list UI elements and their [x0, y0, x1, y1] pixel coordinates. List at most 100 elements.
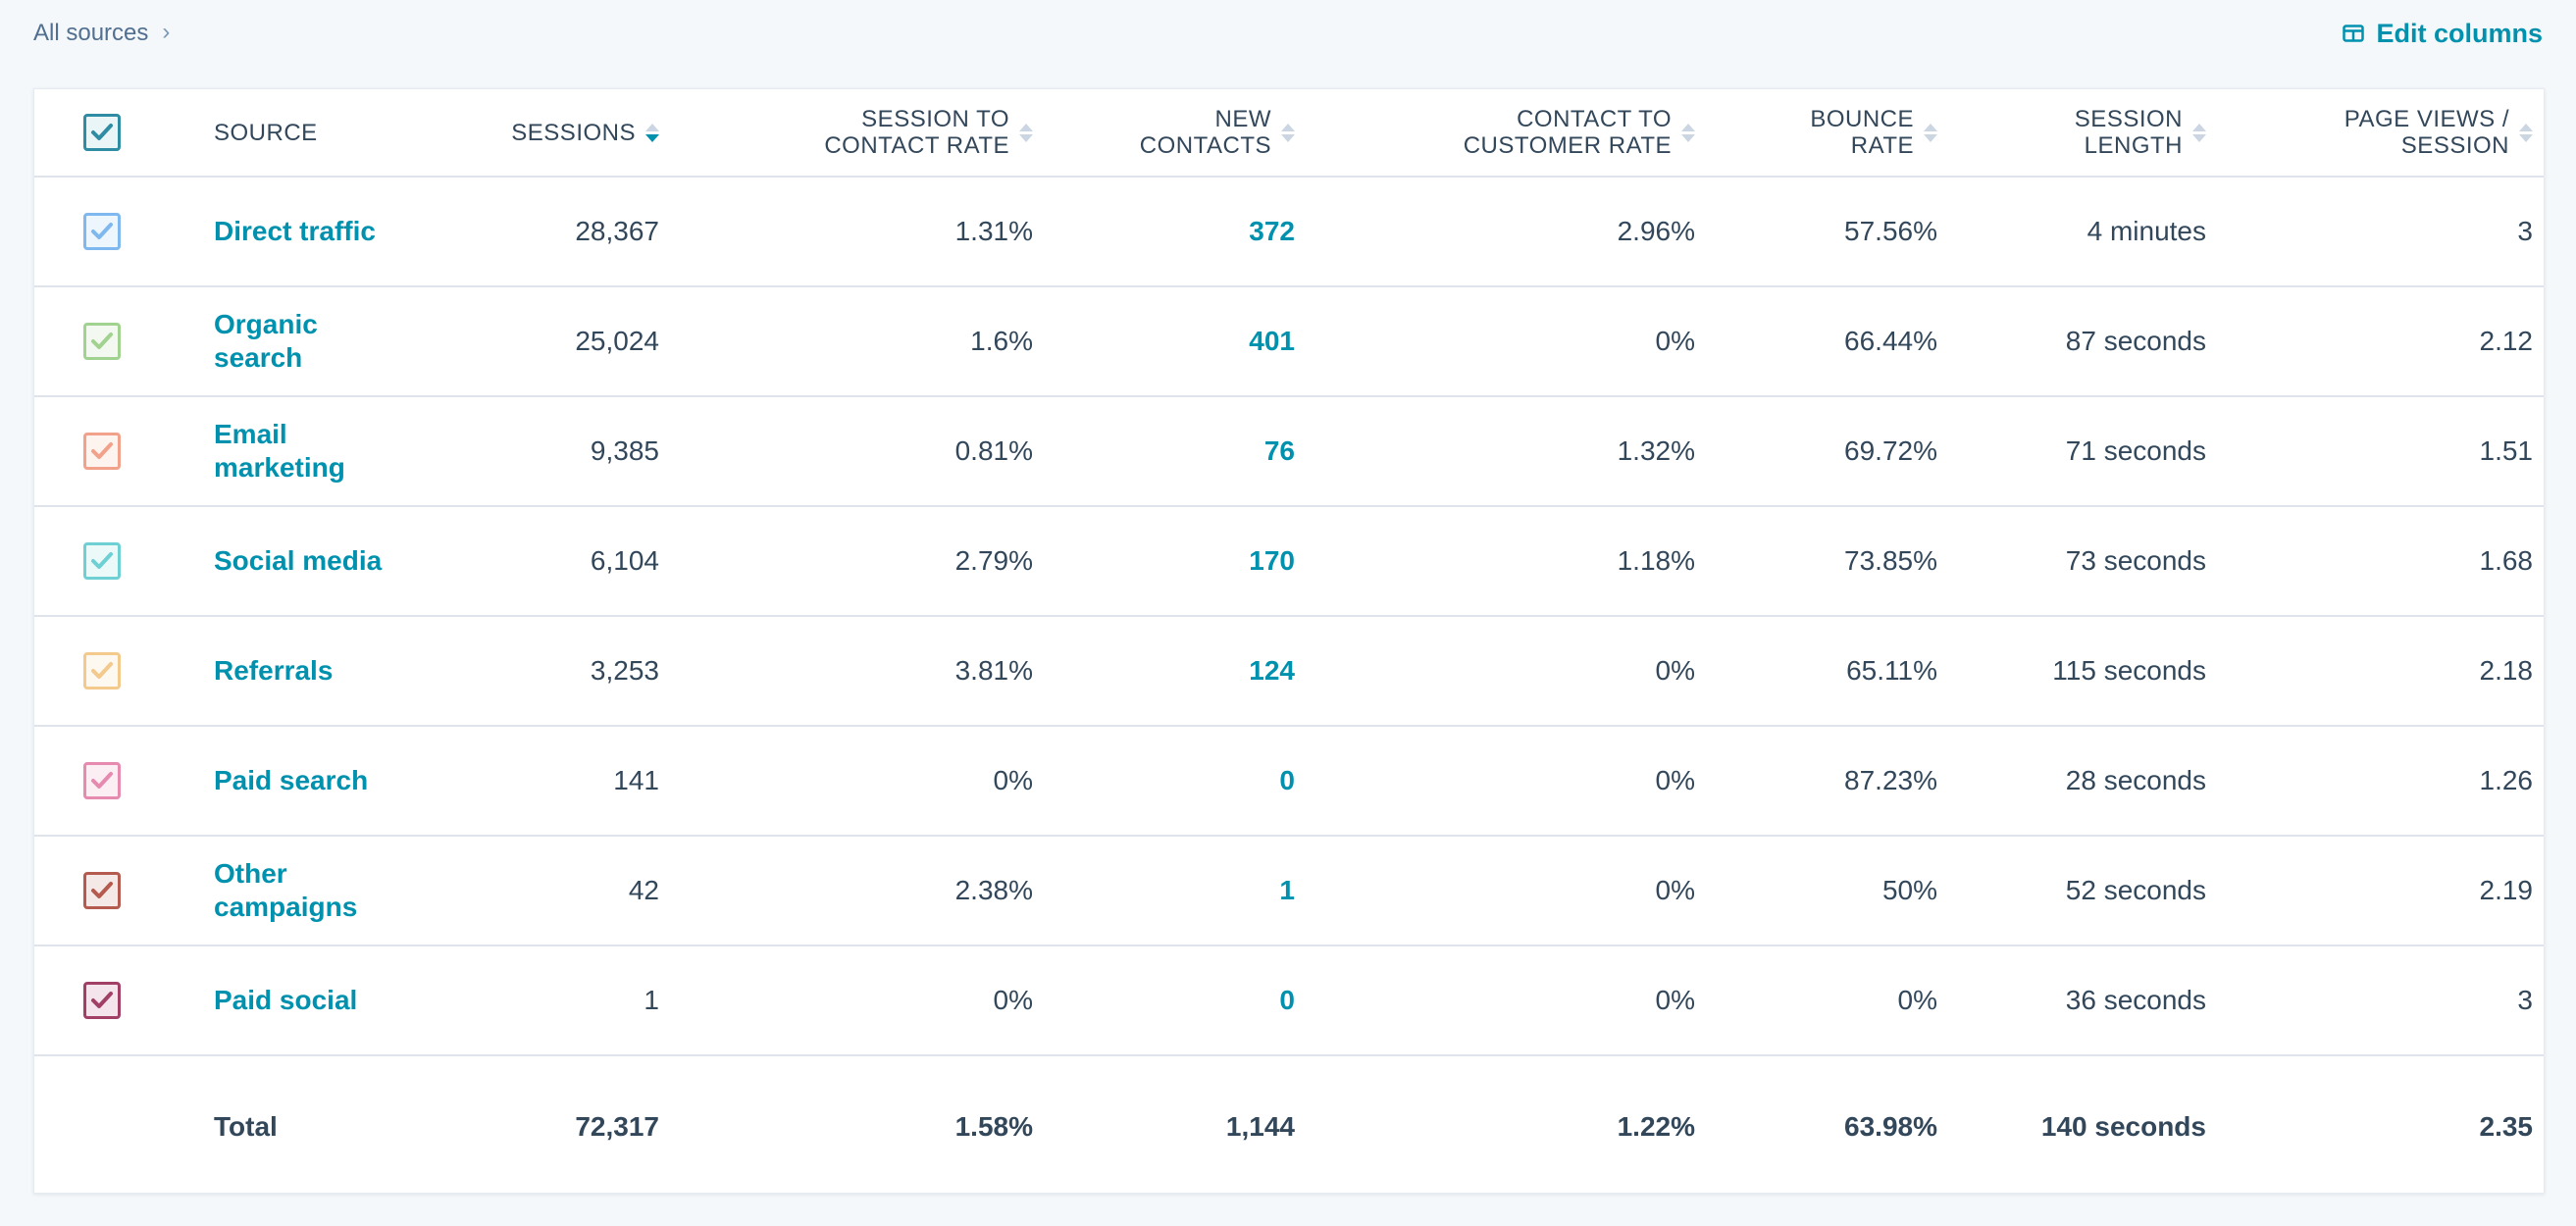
- sort-icon[interactable]: [2519, 123, 2533, 142]
- contact-to-customer-rate-value: 0%: [1655, 655, 1695, 686]
- check-icon: [91, 662, 113, 679]
- table-row: Paid social 1 0% 0 0% 0% 36 seconds 3: [34, 946, 2544, 1056]
- new-contacts-link[interactable]: 76: [1263, 435, 1295, 466]
- table-row: Paid search 141 0% 0 0% 87.23% 28 seconds 1.26: [34, 727, 2544, 837]
- sort-icon[interactable]: [2192, 123, 2206, 142]
- page-views-per-session-value: 3: [2517, 985, 2533, 1015]
- page-views-per-session-value: 2.19: [2479, 875, 2534, 905]
- contact-to-customer-rate-value: 1.32%: [1617, 435, 1695, 466]
- sort-icon[interactable]: [1281, 123, 1295, 142]
- row-checkbox[interactable]: [83, 762, 121, 799]
- source-link[interactable]: Referrals: [214, 655, 334, 686]
- edit-columns-button[interactable]: Edit columns: [2343, 19, 2543, 49]
- contact-to-customer-rate-value: 0%: [1655, 875, 1695, 905]
- source-link[interactable]: Paid social: [214, 985, 358, 1015]
- source-link[interactable]: Social media: [214, 545, 383, 576]
- sessions-value: 25,024: [575, 326, 659, 356]
- breadcrumb[interactable]: All sources ›: [33, 19, 170, 47]
- session-to-contact-rate-value: 3.81%: [954, 655, 1033, 686]
- bounce-rate-value: 69.72%: [1844, 435, 1937, 466]
- total-contact-to-customer-rate: 1.22%: [1617, 1111, 1695, 1142]
- header-new-contacts[interactable]: NEW CONTACTS: [1055, 89, 1295, 176]
- table-row: Email marketing 9,385 0.81% 76 1.32% 69.72% 71 …: [34, 397, 2544, 507]
- header-bounce-rate[interactable]: BOUNCE RATE: [1702, 89, 1937, 176]
- breadcrumb-label[interactable]: All sources: [33, 20, 149, 46]
- session-length-value: 36 seconds: [2065, 985, 2206, 1015]
- table-header: SOURCE SESSIONS SESSION TO CONTACT RATE N…: [34, 89, 2544, 178]
- table-row: Other campaigns 42 2.38% 1 0% 50% 52 seconds 2.1…: [34, 837, 2544, 946]
- contact-to-customer-rate-value: 0%: [1655, 765, 1695, 795]
- source-link[interactable]: Other campaigns: [214, 858, 358, 922]
- session-length-value: 115 seconds: [2052, 655, 2206, 686]
- sort-icon[interactable]: [1681, 123, 1695, 142]
- page-views-per-session-value: 1.26: [2479, 765, 2534, 795]
- total-page-views-per-session: 2.35: [2479, 1111, 2534, 1142]
- bounce-rate-value: 50%: [1881, 875, 1937, 905]
- sort-desc-icon[interactable]: [645, 123, 659, 142]
- source-link[interactable]: Direct traffic: [214, 216, 376, 246]
- check-icon: [91, 124, 113, 140]
- source-link[interactable]: Organic search: [214, 309, 318, 373]
- total-session-length: 140 seconds: [2040, 1111, 2206, 1142]
- edit-columns-label[interactable]: Edit columns: [2376, 18, 2543, 48]
- page-views-per-session-value: 1.51: [2479, 435, 2534, 466]
- sort-icon[interactable]: [1924, 123, 1937, 142]
- session-to-contact-rate-value: 1.6%: [970, 326, 1033, 356]
- header-source[interactable]: SOURCE: [214, 119, 318, 146]
- check-icon: [91, 882, 113, 898]
- table-columns-icon: [2343, 25, 2365, 42]
- session-to-contact-rate-value: 0%: [993, 985, 1033, 1015]
- source-link[interactable]: Paid search: [214, 765, 369, 795]
- source-link[interactable]: Email marketing: [214, 419, 345, 483]
- new-contacts-link[interactable]: 372: [1249, 216, 1295, 246]
- new-contacts-link[interactable]: 124: [1249, 655, 1295, 686]
- row-checkbox[interactable]: [83, 652, 121, 690]
- check-icon: [91, 332, 113, 349]
- total-label: Total: [214, 1111, 278, 1142]
- table-row: Organic search 25,024 1.6% 401 0% 66.44% 87 sec…: [34, 287, 2544, 397]
- total-session-to-contact-rate: 1.58%: [954, 1111, 1033, 1142]
- table-row: Social media 6,104 2.79% 170 1.18% 73.85% 73 s…: [34, 507, 2544, 617]
- sessions-value: 141: [613, 765, 659, 795]
- select-all-checkbox[interactable]: [83, 114, 121, 151]
- row-checkbox[interactable]: [83, 433, 121, 470]
- page-views-per-session-value: 2.18: [2479, 655, 2534, 686]
- new-contacts-link[interactable]: 170: [1249, 545, 1295, 576]
- sort-icon[interactable]: [1019, 123, 1033, 142]
- sessions-value: 6,104: [590, 545, 659, 576]
- top-bar: All sources › Edit columns: [33, 14, 2543, 53]
- header-session-to-contact-rate[interactable]: SESSION TO CONTACT RATE: [682, 89, 1033, 176]
- session-length-value: 71 seconds: [2065, 435, 2206, 466]
- total-bounce-rate: 63.98%: [1844, 1111, 1937, 1142]
- header-session-length[interactable]: SESSION LENGTH: [1947, 89, 2206, 176]
- contact-to-customer-rate-value: 0%: [1655, 985, 1695, 1015]
- total-sessions: 72,317: [575, 1111, 659, 1142]
- page-views-per-session-value: 2.12: [2479, 326, 2534, 356]
- header-page-views-per-session[interactable]: PAGE VIEWS / SESSION: [2222, 89, 2533, 176]
- new-contacts-link[interactable]: 401: [1249, 326, 1295, 356]
- table-row: Referrals 3,253 3.81% 124 0% 65.11% 115 second…: [34, 617, 2544, 727]
- total-new-contacts: 1,144: [1225, 1111, 1295, 1142]
- page-views-per-session-value: 3: [2517, 216, 2533, 246]
- row-checkbox[interactable]: [83, 213, 121, 250]
- session-length-value: 73 seconds: [2065, 545, 2206, 576]
- header-sessions[interactable]: SESSIONS: [427, 89, 659, 176]
- bounce-rate-value: 87.23%: [1844, 765, 1937, 795]
- sessions-value: 28,367: [575, 216, 659, 246]
- row-checkbox[interactable]: [83, 982, 121, 1019]
- row-checkbox[interactable]: [83, 323, 121, 360]
- sessions-value: 9,385: [590, 435, 659, 466]
- session-length-value: 28 seconds: [2065, 765, 2206, 795]
- check-icon: [91, 552, 113, 569]
- row-checkbox[interactable]: [83, 542, 121, 580]
- new-contacts-link[interactable]: 1: [1279, 875, 1295, 905]
- row-checkbox[interactable]: [83, 872, 121, 909]
- header-contact-to-customer-rate[interactable]: CONTACT TO CUSTOMER RATE: [1310, 89, 1695, 176]
- session-to-contact-rate-value: 0%: [993, 765, 1033, 795]
- contact-to-customer-rate-value: 0%: [1655, 326, 1695, 356]
- total-row: Total 72,317 1.58% 1,144 1.22% 63.98% 14…: [34, 1056, 2544, 1198]
- new-contacts-link[interactable]: 0: [1279, 765, 1295, 795]
- check-icon: [91, 772, 113, 789]
- new-contacts-link[interactable]: 0: [1279, 985, 1295, 1015]
- bounce-rate-value: 66.44%: [1844, 326, 1937, 356]
